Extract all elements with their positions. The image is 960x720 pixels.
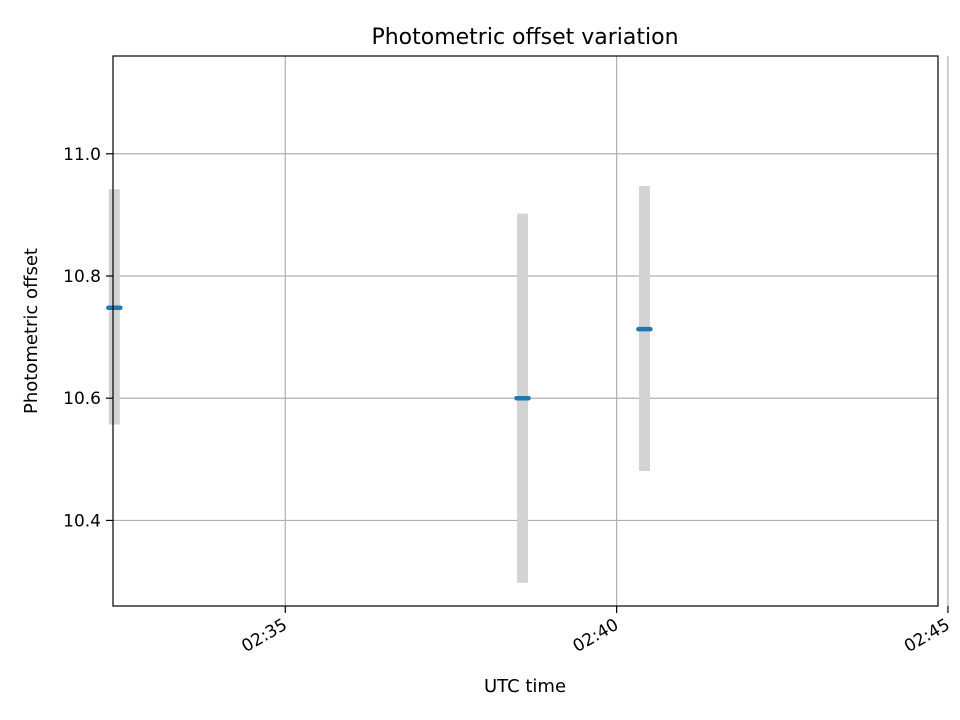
- x-axis-label: UTC time: [484, 676, 566, 697]
- y-tick-label: 10.8: [63, 267, 101, 287]
- grid: [113, 56, 949, 606]
- data-points: [106, 305, 653, 401]
- chart-title: Photometric offset variation: [371, 25, 678, 50]
- y-tick-label: 10.6: [63, 389, 101, 409]
- y-tick-label: 10.4: [63, 511, 101, 531]
- y-axis-label: Photometric offset: [21, 248, 42, 414]
- y-tick-label: 11.0: [63, 145, 101, 165]
- plot-frame: [112, 55, 939, 607]
